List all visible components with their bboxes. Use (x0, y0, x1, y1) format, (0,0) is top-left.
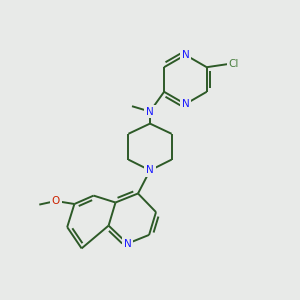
Text: N: N (124, 238, 131, 249)
Text: N: N (146, 165, 154, 176)
Text: N: N (182, 99, 189, 109)
Text: N: N (146, 106, 154, 117)
Text: Cl: Cl (229, 58, 239, 69)
Text: O: O (52, 196, 60, 206)
Text: N: N (182, 50, 189, 60)
